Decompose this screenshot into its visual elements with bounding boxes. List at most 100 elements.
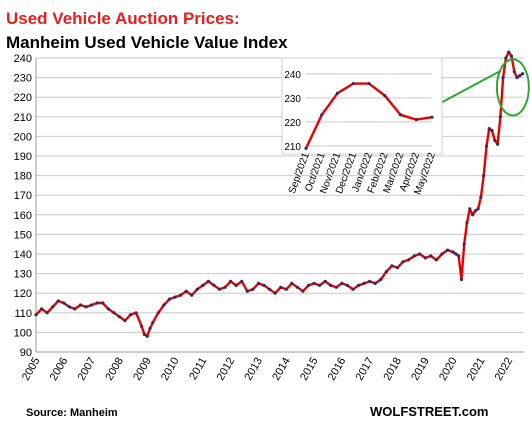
main-data-point [262,283,266,287]
main-x-tick-label: 2018 [381,356,404,383]
main-data-point [84,305,88,309]
main-data-point [156,311,160,315]
main-data-point [512,70,516,74]
inset-y-tick-label: 230 [284,94,301,105]
main-x-tick-label: 2007 [76,356,99,383]
main-data-point [509,54,514,58]
main-data-point [151,321,155,325]
main-y-tick-label: 240 [14,53,32,65]
main-y-tick-label: 220 [14,92,32,104]
main-data-point [395,266,400,270]
main-data-point [521,72,525,76]
highlight-ellipse [495,58,530,117]
main-data-point [465,221,469,225]
main-data-point [90,303,94,307]
main-x-tick-label: 2010 [159,356,182,383]
main-y-tick-label: 120 [14,288,32,300]
main-axes [35,58,524,353]
main-data-point [40,307,44,311]
main-x-tick-label: 2011 [187,356,209,382]
main-data-point [459,277,463,282]
main-y-tick-label: 200 [14,131,32,143]
main-data-point [251,287,255,291]
main-data-point [45,311,49,315]
main-data-point [62,301,66,305]
main-data-point [95,301,99,305]
main-data-point [142,332,146,336]
main-data-point [173,295,177,299]
main-data-point [487,127,491,131]
main-data-point [290,281,294,285]
main-data-point [518,74,522,78]
main-data-point [423,256,427,260]
main-y-tick-label: 140 [14,249,32,261]
main-x-tick-label: 2014 [270,356,293,383]
main-data-point [312,281,316,285]
main-data-point [268,287,272,291]
main-data-point [34,313,38,317]
main-data-point [201,283,205,287]
inset-y-tick-label: 240 [284,70,301,81]
main-data-point [134,311,138,315]
main-y-tick-label: 170 [14,190,32,202]
inset-data-point [304,146,308,150]
main-data-point [301,289,305,293]
main-data-point [234,283,238,287]
main-data-point [128,313,133,317]
main-data-point [379,277,383,282]
main-y-tick-labels: 90 100 110 120 130 140 150 160 170 180 190 200 210 22… [14,53,32,359]
inset-y-tick-labels: 210 220 230 240 [284,70,301,153]
main-data-point [482,174,486,178]
main-data-point [279,285,283,289]
main-data-point [167,297,172,301]
main-x-tick-label: 2012 [215,356,238,383]
inset-data-point [320,113,324,117]
main-data-point [223,285,227,289]
main-y-tick-label: 90 [20,347,32,359]
main-x-tick-label: 2009 [131,356,154,383]
chart-subtitle: Manheim Used Vehicle Value Index [6,33,288,52]
main-data-point [384,270,388,274]
main-data-point [106,307,110,311]
main-data-point [212,283,216,287]
main-data-point [140,324,144,329]
main-data-point [401,260,405,264]
main-y-tick-label: 100 [14,327,32,339]
main-data-point [245,289,249,293]
main-data-point [412,254,416,258]
main-data-point [515,76,519,80]
main-data-point [471,213,475,217]
main-data-point [184,289,188,293]
main-y-tick-label: 150 [14,229,32,241]
main-x-tick-label: 2015 [298,356,321,383]
main-data-point [323,279,327,283]
main-data-point [345,283,349,287]
main-data-point [148,326,152,331]
main-data-point [507,50,511,54]
main-data-point [78,303,83,307]
main-data-point [179,293,183,297]
main-data-point [284,287,288,291]
main-data-point [67,305,71,309]
main-data-point [493,138,497,142]
main-data-point [357,283,361,287]
inset-y-tick-label: 210 [284,142,301,153]
main-data-point [490,128,494,133]
main-data-point [418,252,422,256]
main-data-point [334,285,338,289]
main-data-point [368,279,372,283]
main-y-tick-label: 130 [14,269,32,281]
main-data-point [240,279,244,283]
main-data-point [101,301,105,305]
main-data-point [390,264,394,268]
main-data-point [123,319,127,323]
main-data-point [117,315,121,319]
main-data-point [256,281,261,285]
main-series [34,50,525,338]
main-data-point [51,305,55,309]
inset-data-point [367,82,371,86]
main-data-point [162,303,166,307]
main-data-point [484,144,489,148]
inset-data-point [398,113,403,117]
